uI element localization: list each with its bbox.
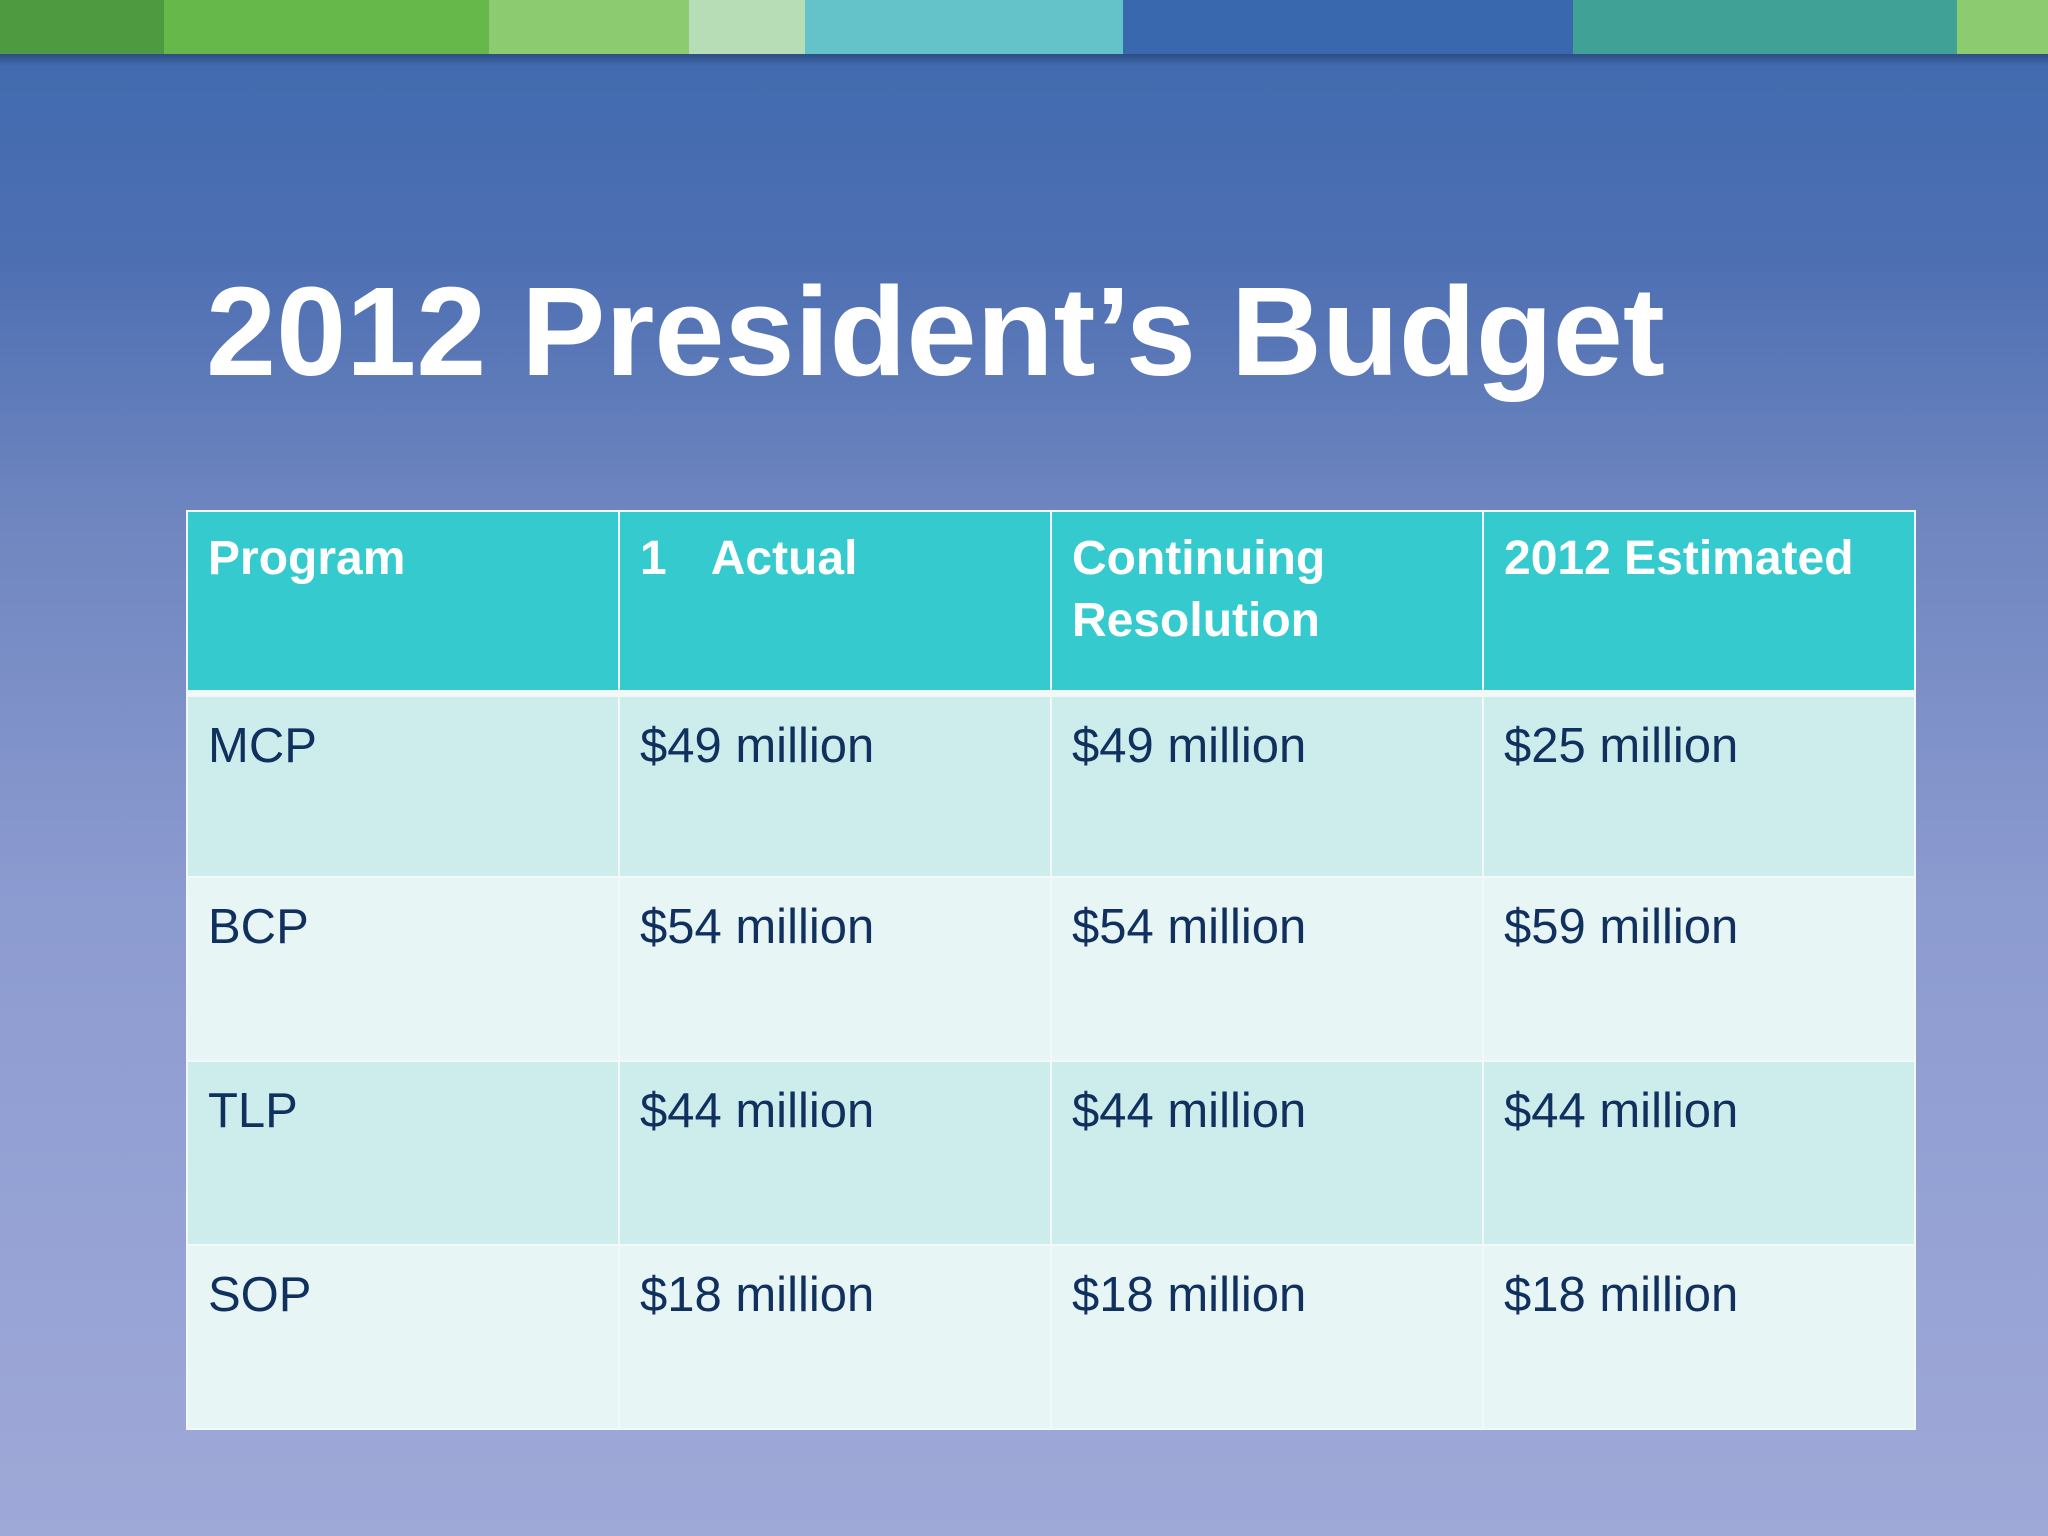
slide-title: 2012 President’s Budget <box>206 261 1665 402</box>
cell-program: SOP <box>186 1244 620 1430</box>
table-row: TLP $44 million $44 million $44 million <box>186 1060 1916 1246</box>
table-header-row: Program 1 Actual Continuing Resolution 20… <box>186 510 1916 697</box>
cell-actual: $54 million <box>618 876 1052 1062</box>
table-row: BCP $54 million $54 million $59 million <box>186 876 1916 1062</box>
top-bar-segment <box>0 0 164 54</box>
cell-program: BCP <box>186 876 620 1062</box>
cell-actual: $49 million <box>618 692 1052 878</box>
cell-continuing: $18 million <box>1050 1244 1484 1430</box>
top-bar-segment <box>689 0 805 54</box>
cell-continuing: $49 million <box>1050 692 1484 878</box>
top-bar-segment <box>1957 0 2048 54</box>
cell-program: TLP <box>186 1060 620 1246</box>
top-bar-segment <box>489 0 689 54</box>
top-bar-segment <box>1123 0 1573 54</box>
cell-continuing: $44 million <box>1050 1060 1484 1246</box>
top-color-bar <box>0 0 2048 54</box>
budget-table: Program 1 Actual Continuing Resolution 20… <box>186 510 1916 1430</box>
cell-estimated: $59 million <box>1482 876 1916 1062</box>
cell-estimated: $44 million <box>1482 1060 1916 1246</box>
top-bar-segment <box>164 0 489 54</box>
cell-continuing: $54 million <box>1050 876 1484 1062</box>
cell-estimated: $25 million <box>1482 692 1916 878</box>
top-bar-shadow <box>0 54 2048 66</box>
table-row: SOP $18 million $18 million $18 million <box>186 1244 1916 1430</box>
header-actual-label: Actual <box>710 532 858 585</box>
header-actual-number: 1 <box>640 532 667 585</box>
cell-estimated: $18 million <box>1482 1244 1916 1430</box>
cell-actual: $44 million <box>618 1060 1052 1246</box>
cell-actual: $18 million <box>618 1244 1052 1430</box>
top-bar-segment <box>1573 0 1957 54</box>
header-actual: 1 Actual <box>618 510 1052 697</box>
header-continuing-resolution: Continuing Resolution <box>1050 510 1484 697</box>
table-row: MCP $49 million $49 million $25 million <box>186 692 1916 878</box>
header-program: Program <box>186 510 620 697</box>
top-bar-segment <box>805 0 1123 54</box>
header-2012-estimated: 2012 Estimated <box>1482 510 1916 697</box>
cell-program: MCP <box>186 692 620 878</box>
